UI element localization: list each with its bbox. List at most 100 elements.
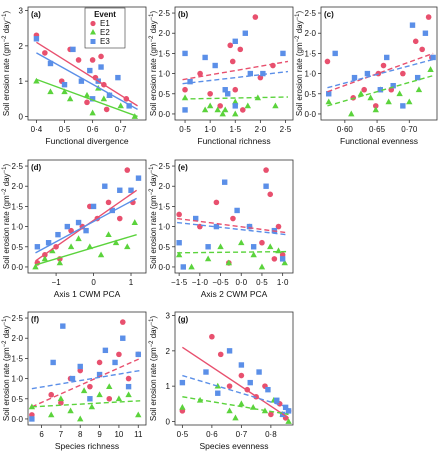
y-axis-label-part: day bbox=[149, 173, 158, 188]
x-tick-label: 1·5 bbox=[229, 125, 241, 134]
point-E2 bbox=[427, 66, 434, 72]
x-tick-label: 0·5 bbox=[256, 278, 268, 287]
point-E1 bbox=[58, 400, 64, 406]
point-E2 bbox=[367, 94, 374, 101]
point-E1 bbox=[96, 359, 103, 366]
point-E3 bbox=[87, 67, 93, 74]
point-E3 bbox=[364, 70, 371, 77]
point-E3 bbox=[250, 244, 257, 250]
point-E3 bbox=[180, 264, 186, 270]
x-tick-label: 0 bbox=[91, 278, 96, 287]
point-E2 bbox=[66, 95, 74, 102]
y-tick-label: 2·5 bbox=[158, 162, 170, 171]
point-E3 bbox=[247, 379, 253, 386]
panel-g: 0·5 0·6 0·7 0·8 0 1 2 3 Species evenness Soil ero… bbox=[149, 312, 294, 451]
point-E2 bbox=[232, 110, 239, 117]
y-axis-label: Soil erosion rate (gm−2 day−1) bbox=[149, 316, 158, 422]
point-E3 bbox=[282, 404, 289, 411]
point-E2 bbox=[281, 259, 288, 266]
point-E1 bbox=[412, 38, 419, 45]
point-E2 bbox=[285, 418, 292, 424]
fit-line-E2 bbox=[182, 396, 289, 416]
point-E3 bbox=[64, 223, 71, 230]
y-tick-label: 0·5 bbox=[11, 395, 23, 404]
point-E1 bbox=[182, 86, 188, 93]
point-E2 bbox=[175, 251, 183, 258]
y-tick-label: 0·0 bbox=[11, 263, 23, 272]
legend-marker-E1 bbox=[90, 20, 96, 27]
point-E3 bbox=[90, 203, 97, 210]
point-E1 bbox=[238, 372, 245, 379]
y-axis-label-part: ) bbox=[2, 164, 11, 167]
y-tick-label: 2·0 bbox=[11, 182, 23, 191]
x-tick-label: 9 bbox=[97, 430, 102, 439]
x-tick-label: 0·8 bbox=[265, 430, 277, 439]
point-E1 bbox=[239, 107, 246, 113]
point-E1 bbox=[48, 391, 55, 398]
y-tick-label: 2·0 bbox=[158, 182, 170, 191]
point-E3 bbox=[260, 70, 266, 77]
point-E1 bbox=[380, 62, 387, 69]
y-tick-label: 1·5 bbox=[158, 49, 170, 58]
y-axis-label-part: ) bbox=[295, 11, 304, 14]
point-E2 bbox=[48, 411, 55, 418]
y-tick-label: 2·0 bbox=[158, 29, 170, 38]
point-E3 bbox=[238, 362, 245, 368]
y-axis-label: Soil erosion rate (gm−2 day−1) bbox=[295, 11, 304, 117]
point-E3 bbox=[50, 359, 56, 366]
point-E3 bbox=[176, 240, 182, 246]
point-E2 bbox=[226, 407, 233, 414]
point-E3 bbox=[61, 81, 68, 88]
point-E3 bbox=[29, 416, 35, 422]
legend-label-E1: E1 bbox=[100, 19, 110, 28]
point-E3 bbox=[128, 187, 134, 193]
point-E3 bbox=[182, 50, 188, 57]
point-E2 bbox=[88, 403, 96, 410]
y-tick-label: 0·0 bbox=[158, 263, 170, 272]
point-E3 bbox=[135, 175, 142, 181]
point-E1 bbox=[229, 58, 236, 65]
point-E3 bbox=[60, 323, 66, 329]
point-E1 bbox=[124, 167, 131, 173]
point-E2 bbox=[100, 95, 108, 102]
point-E3 bbox=[265, 386, 271, 393]
point-E3 bbox=[285, 408, 292, 414]
point-E1 bbox=[125, 375, 132, 382]
fit-line-E1 bbox=[182, 60, 289, 81]
point-E1 bbox=[271, 256, 278, 262]
point-E2 bbox=[117, 102, 124, 109]
point-E3 bbox=[279, 256, 286, 262]
x-axis-label: Species richness bbox=[55, 441, 119, 451]
y-tick-label: 0·5 bbox=[11, 243, 23, 252]
point-E3 bbox=[212, 62, 218, 69]
legend-label-E2: E2 bbox=[100, 28, 110, 37]
y-axis-label-part: ) bbox=[149, 316, 158, 319]
plot-frame bbox=[27, 159, 147, 274]
point-E3 bbox=[96, 371, 103, 378]
point-E2 bbox=[238, 400, 245, 407]
point-E1 bbox=[42, 50, 48, 56]
point-E2 bbox=[47, 88, 54, 95]
point-E3 bbox=[222, 87, 228, 93]
point-E3 bbox=[326, 91, 332, 97]
point-E3 bbox=[193, 215, 199, 222]
point-E2 bbox=[272, 102, 279, 109]
point-E2 bbox=[105, 231, 112, 238]
panel-label: (b) bbox=[178, 10, 189, 19]
point-E1 bbox=[237, 46, 244, 53]
y-tick-label: 3 bbox=[166, 312, 171, 321]
point-E2 bbox=[115, 395, 123, 402]
point-E2 bbox=[232, 414, 239, 421]
point-E3 bbox=[112, 359, 118, 366]
fit-line-E2 bbox=[35, 233, 137, 266]
fit-line-E3 bbox=[35, 197, 137, 254]
point-E2 bbox=[124, 243, 131, 250]
y-tick-label: 0 bbox=[19, 112, 24, 121]
x-tick-label: 0·5 bbox=[179, 125, 191, 134]
fit-line-E2 bbox=[177, 250, 287, 254]
x-tick-label: 8 bbox=[78, 430, 83, 439]
legend-label-E3: E3 bbox=[100, 37, 110, 46]
point-E2 bbox=[56, 259, 64, 266]
